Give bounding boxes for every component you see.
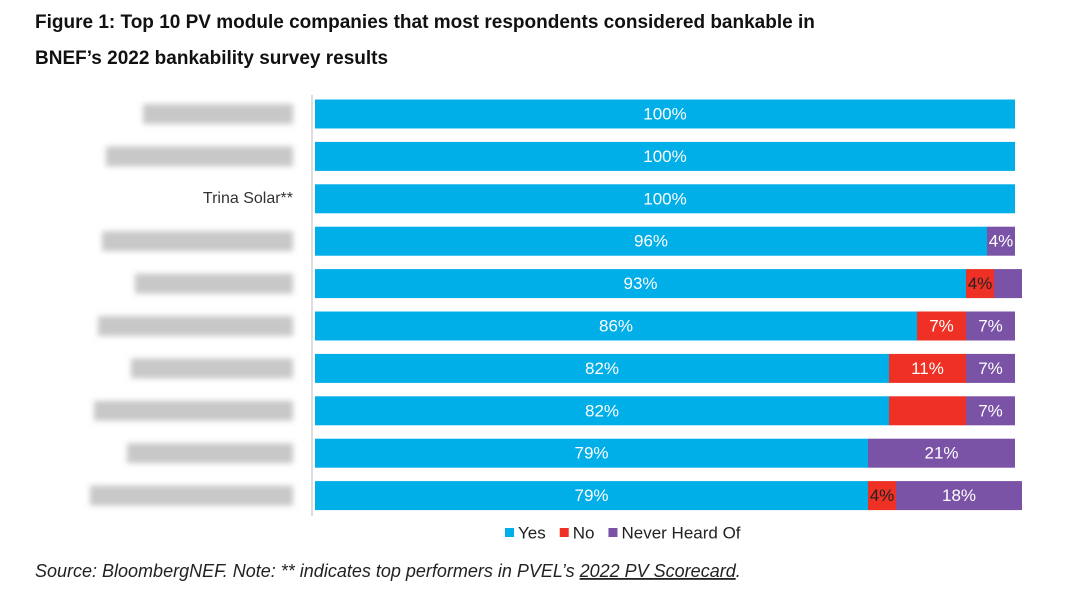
- source-text: Source: BloombergNEF. Note: ** indicates…: [35, 561, 580, 581]
- data-label: 82%: [585, 401, 619, 420]
- bar-segment: [315, 184, 1015, 214]
- data-label: 18%: [942, 486, 976, 505]
- blurred-label: [106, 146, 293, 167]
- legend-swatch: [505, 528, 514, 537]
- bar-segment: [868, 481, 896, 511]
- data-label: 93%: [623, 274, 657, 293]
- bar-segment: [889, 396, 966, 426]
- bar-segment: [917, 311, 966, 341]
- data-label: 21%: [924, 444, 958, 463]
- legend-swatch: [608, 528, 618, 537]
- chart-title: BNEF’s 2022 bankability survey results: [35, 48, 388, 69]
- y-tick-label: Trina Solar**: [203, 190, 293, 207]
- data-label: 7%: [929, 316, 954, 335]
- blurred-label: [127, 443, 293, 464]
- bar-segment: [315, 99, 1015, 129]
- data-label: 4%: [968, 274, 993, 293]
- data-label: 86%: [599, 316, 633, 335]
- data-label: 100%: [643, 104, 686, 123]
- data-label: 11%: [911, 359, 944, 378]
- data-label: 79%: [574, 486, 608, 505]
- bar-segment: [315, 438, 868, 468]
- data-label: 4%: [989, 232, 1014, 251]
- blurred-label: [102, 231, 293, 252]
- bar-segment: [889, 353, 966, 383]
- bar-segment: [315, 311, 917, 341]
- bar-segment: [966, 311, 1015, 341]
- data-label: 96%: [634, 232, 668, 251]
- blurred-label: [135, 273, 293, 294]
- bar-segment: [966, 353, 1015, 383]
- bar-segment: [315, 269, 966, 299]
- blurred-label: [143, 104, 293, 124]
- bar-segment: [315, 353, 889, 383]
- bar-segment: [896, 481, 1022, 511]
- blurred-label: [131, 358, 293, 379]
- bar-segment: [966, 269, 994, 299]
- bar-segment: [315, 396, 889, 426]
- data-label: 100%: [643, 189, 686, 208]
- legend-label: No: [573, 523, 595, 542]
- data-label: 7%: [978, 359, 1003, 378]
- data-label: 7%: [978, 401, 1003, 420]
- legend-swatch: [559, 528, 569, 537]
- data-label: 4%: [870, 486, 895, 505]
- blurred-label: [94, 400, 293, 421]
- bar-segment: [315, 226, 987, 256]
- bar-segment: [315, 481, 868, 511]
- bar-segment: [315, 141, 1015, 171]
- source-link: 2022 PV Scorecard: [579, 561, 737, 581]
- source-text: .: [736, 561, 741, 581]
- bar-segment: [987, 226, 1015, 256]
- blurred-label: [90, 485, 293, 506]
- data-label: 7%: [978, 316, 1003, 335]
- data-label: 100%: [643, 147, 686, 166]
- bar-segment: [868, 438, 1015, 468]
- source-note: Source: BloombergNEF. Note: ** indicates…: [35, 561, 741, 581]
- bar-segment: [994, 269, 1022, 299]
- legend-label: Never Heard Of: [621, 523, 740, 542]
- legend-label: Yes: [518, 523, 546, 542]
- blurred-label: [98, 316, 293, 336]
- chart-title: Figure 1: Top 10 PV module companies tha…: [35, 12, 815, 33]
- data-label: 79%: [574, 444, 608, 463]
- bar-segment: [966, 396, 1015, 426]
- data-label: 82%: [585, 359, 619, 378]
